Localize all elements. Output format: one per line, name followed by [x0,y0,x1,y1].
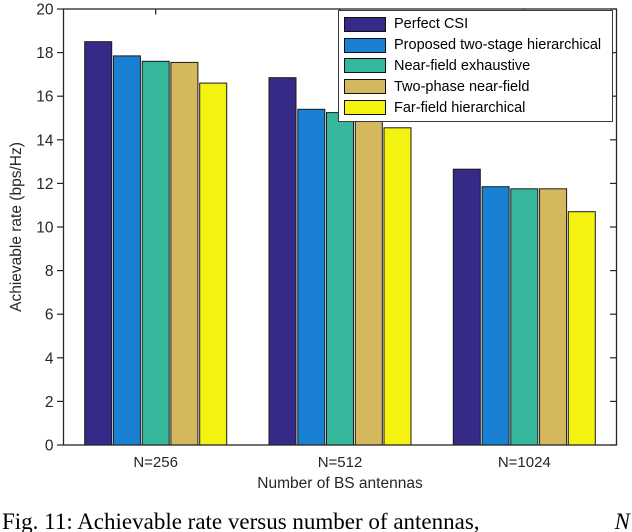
bar [112,55,141,446]
bar-chart: 0 2 4 6 8 10 12 14 16 18 20 N=256 N=512 N=1024 [36,2,618,471]
caption-text: Fig. 11: Achievable rate versus number o… [2,509,480,532]
y-tick-label: 4 [45,350,54,367]
bar [326,112,354,446]
bar [170,61,199,446]
bar [510,188,539,446]
y-tick-label: 6 [45,307,54,324]
bar [141,60,170,446]
legend-item: Proposed two-stage hierarchical [344,35,612,56]
bar [84,41,113,446]
y-tick-label: 12 [36,176,53,193]
caption-math-symbol: N [614,509,630,532]
y-axis-label: Achievable rate (bps/Hz) [8,142,25,312]
y-tick-label: 8 [45,263,54,280]
legend-label: Near-field exhaustive [394,57,531,74]
legend-swatch [344,100,386,116]
bar [481,186,510,446]
legend-item: Near-field exhaustive [344,56,612,77]
y-tick-label: 20 [36,2,54,19]
legend-label: Far-field hierarchical [394,99,526,116]
x-tick-label: N=256 [133,454,178,471]
legend-item: Two-phase near-field [344,76,612,97]
legend-swatch [344,16,386,32]
y-tick-label: 18 [36,45,53,62]
y-tick-label: 0 [45,438,54,455]
x-tick-label: N=512 [318,454,363,471]
x-axis-label: Number of BS antennas [257,475,423,492]
y-tick-label: 2 [45,394,54,411]
bar [268,77,297,446]
bar [297,108,326,446]
legend-swatch [344,79,386,95]
legend-label: Proposed two-stage hierarchical [394,37,602,54]
bar [383,127,412,446]
legend-item: Perfect CSI [344,14,612,35]
y-tick-label: 14 [36,132,54,149]
legend-item: Far-field hierarchical [344,97,612,118]
figure-caption: Fig. 11: Achievable rate versus number o… [2,509,630,532]
bar [199,82,228,446]
legend-label: Perfect CSI [394,16,469,33]
x-tick-label: N=1024 [498,454,551,471]
bar [567,211,596,446]
bar [452,168,481,446]
legend: Perfect CSI Proposed two-stage hierarchic… [338,10,613,122]
bar [354,119,383,446]
legend-label: Two-phase near-field [394,78,530,95]
legend-swatch [344,37,386,53]
y-tick-label: 16 [36,89,53,106]
legend-swatch [344,58,386,74]
bar [539,188,568,446]
y-tick-label: 10 [36,220,54,237]
